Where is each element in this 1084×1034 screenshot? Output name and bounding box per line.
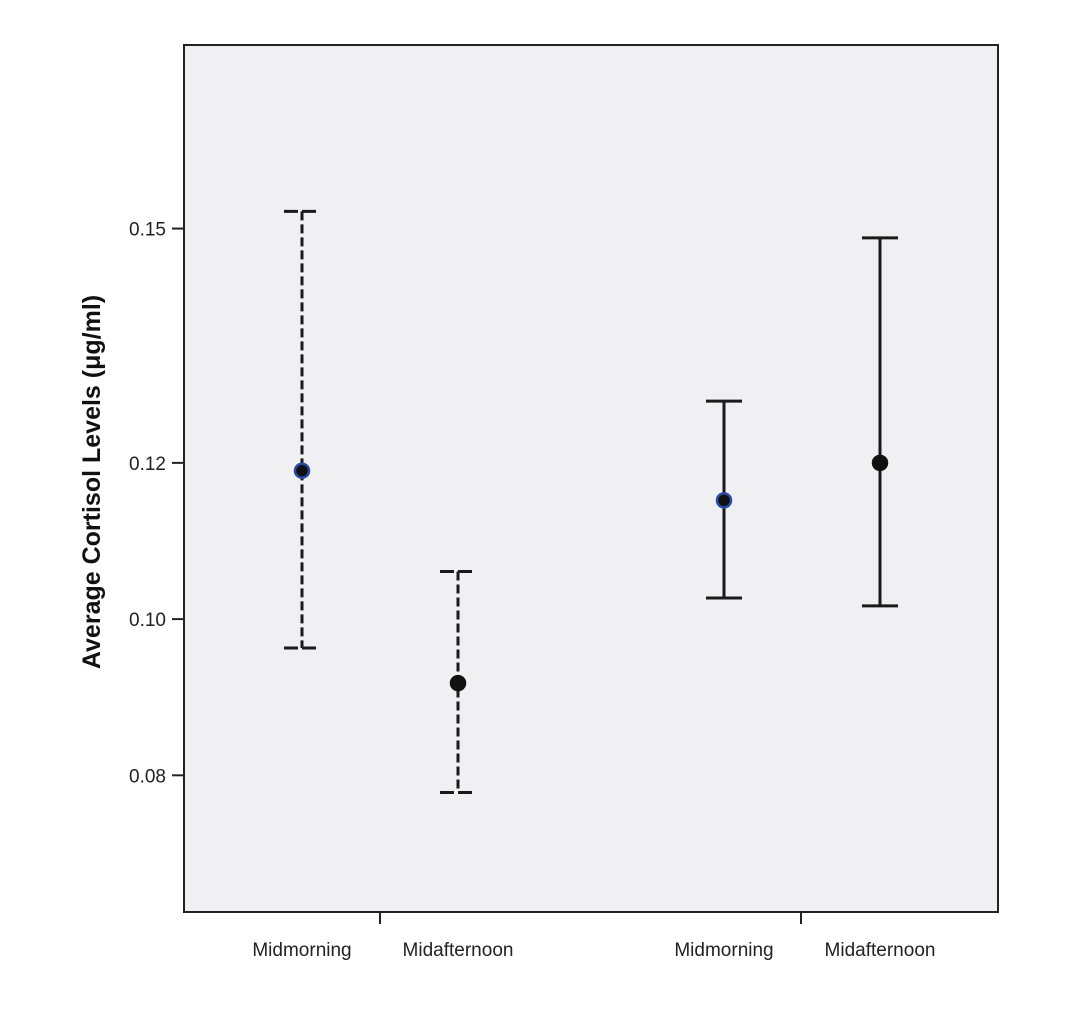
plot-area	[183, 44, 999, 913]
y-tick-label: 0.12	[129, 454, 166, 475]
mean-point	[715, 492, 733, 509]
y-tick-label: 0.08	[129, 766, 166, 787]
error-bar-group	[862, 236, 898, 608]
mean-point	[449, 674, 467, 692]
y-axis-title: Average Cortisol Levels (μg/ml)	[78, 295, 106, 669]
y-axis: 0.08 0.10 0.12 0.15	[129, 220, 184, 787]
mean-point	[293, 462, 311, 479]
y-tick-label: 0.15	[129, 220, 166, 241]
y-tick-label: 0.10	[129, 610, 166, 631]
category-labels: Midmorning Midafternoon Midmorning Midafter…	[252, 940, 935, 961]
error-bars	[284, 209, 898, 794]
x-category-label: Midafternoon	[403, 940, 514, 961]
x-category-label: Midafternoon	[825, 940, 936, 961]
x-category-label: Midmorning	[252, 940, 351, 961]
x-category-label: Midmorning	[674, 940, 773, 961]
x-axis	[379, 912, 802, 924]
error-bar-group	[284, 209, 320, 650]
error-bar-group	[440, 569, 476, 794]
mean-point	[871, 454, 889, 472]
error-bar-group	[706, 399, 742, 600]
